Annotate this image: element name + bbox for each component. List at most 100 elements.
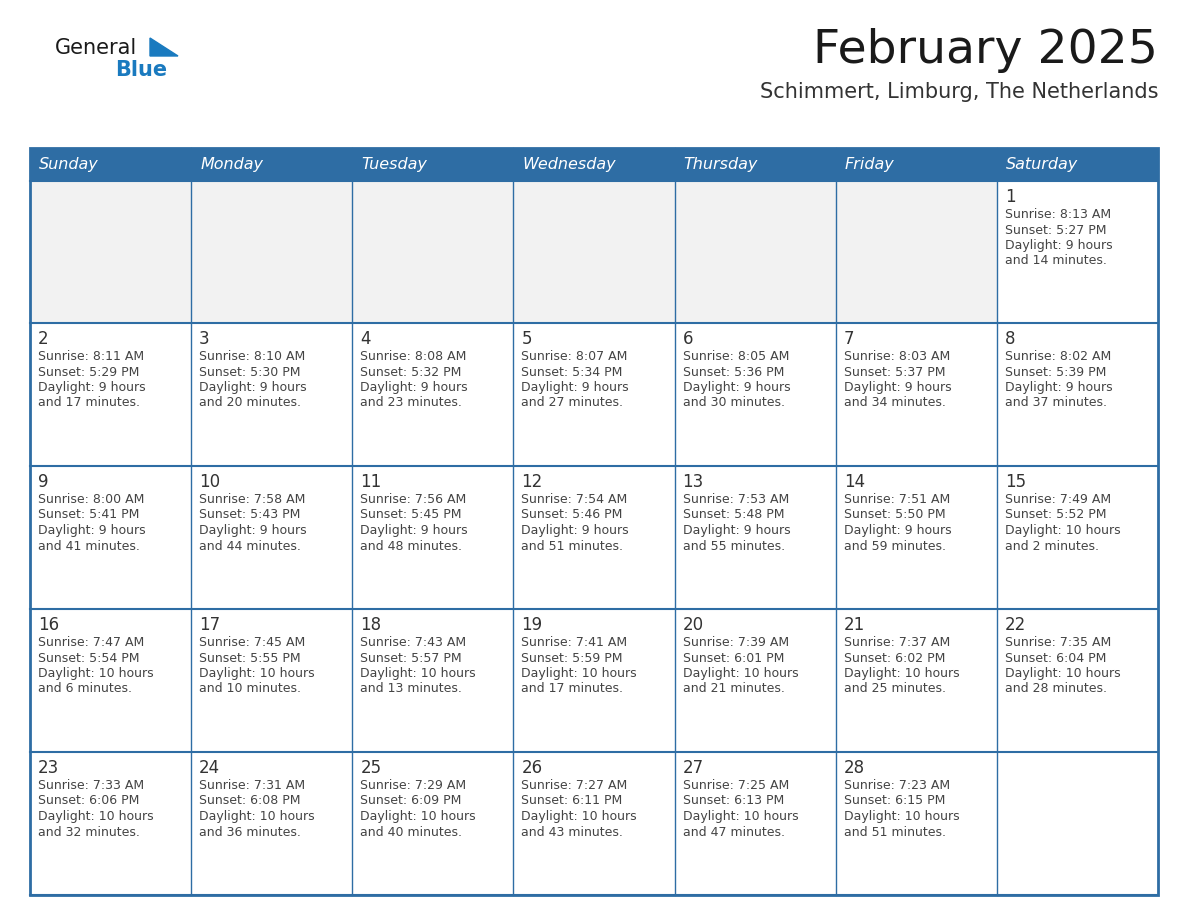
Bar (513, 323, 675, 466)
Text: Daylight: 10 hours: Daylight: 10 hours (683, 810, 798, 823)
Text: Sunset: 5:59 PM: Sunset: 5:59 PM (522, 652, 623, 665)
Text: Sunrise: 7:29 AM: Sunrise: 7:29 AM (360, 779, 467, 792)
Text: 13: 13 (683, 473, 703, 491)
Bar (30, 323, 191, 466)
Text: Daylight: 9 hours: Daylight: 9 hours (843, 524, 952, 537)
Text: and 10 minutes.: and 10 minutes. (200, 682, 301, 696)
Text: and 48 minutes.: and 48 minutes. (360, 540, 462, 553)
Bar (675, 181, 835, 323)
Text: 5: 5 (522, 330, 532, 348)
Bar (353, 181, 513, 323)
Text: 20: 20 (683, 616, 703, 634)
Bar (513, 752, 675, 895)
Bar (675, 466, 835, 609)
Text: Sunset: 5:34 PM: Sunset: 5:34 PM (522, 365, 623, 378)
Text: and 25 minutes.: and 25 minutes. (843, 682, 946, 696)
Text: and 40 minutes.: and 40 minutes. (360, 825, 462, 838)
Text: Sunset: 5:57 PM: Sunset: 5:57 PM (360, 652, 462, 665)
Text: Sunrise: 8:13 AM: Sunrise: 8:13 AM (1005, 208, 1111, 221)
Text: Sunrise: 8:03 AM: Sunrise: 8:03 AM (843, 350, 950, 363)
Text: and 6 minutes.: and 6 minutes. (38, 682, 132, 696)
Text: Daylight: 9 hours: Daylight: 9 hours (360, 524, 468, 537)
Bar (513, 181, 675, 323)
Text: 4: 4 (360, 330, 371, 348)
Text: 2: 2 (38, 330, 49, 348)
Text: and 43 minutes.: and 43 minutes. (522, 825, 624, 838)
Polygon shape (150, 38, 178, 56)
Text: and 23 minutes.: and 23 minutes. (360, 397, 462, 409)
Text: Sunset: 5:45 PM: Sunset: 5:45 PM (360, 509, 462, 521)
Text: 28: 28 (843, 759, 865, 777)
Bar (191, 323, 353, 466)
Text: 1: 1 (1005, 188, 1016, 206)
Text: Sunrise: 8:10 AM: Sunrise: 8:10 AM (200, 350, 305, 363)
Text: Sunday: Sunday (39, 157, 99, 172)
Bar (997, 181, 1158, 323)
Text: Daylight: 9 hours: Daylight: 9 hours (200, 381, 307, 394)
Text: Daylight: 10 hours: Daylight: 10 hours (38, 810, 153, 823)
Bar (191, 181, 353, 323)
Bar (353, 466, 513, 609)
Text: Daylight: 10 hours: Daylight: 10 hours (360, 667, 476, 680)
Text: Sunrise: 7:43 AM: Sunrise: 7:43 AM (360, 636, 467, 649)
Text: and 41 minutes.: and 41 minutes. (38, 540, 140, 553)
Text: and 32 minutes.: and 32 minutes. (38, 825, 140, 838)
Text: Sunset: 6:06 PM: Sunset: 6:06 PM (38, 794, 139, 808)
Text: Monday: Monday (200, 157, 264, 172)
Text: 7: 7 (843, 330, 854, 348)
Text: Sunrise: 7:31 AM: Sunrise: 7:31 AM (200, 779, 305, 792)
Text: Wednesday: Wednesday (523, 157, 617, 172)
Text: Sunrise: 8:07 AM: Sunrise: 8:07 AM (522, 350, 627, 363)
Text: and 55 minutes.: and 55 minutes. (683, 540, 785, 553)
Text: Sunset: 5:55 PM: Sunset: 5:55 PM (200, 652, 301, 665)
Text: 9: 9 (38, 473, 49, 491)
Text: February 2025: February 2025 (813, 28, 1158, 73)
Text: 16: 16 (38, 616, 59, 634)
Bar (835, 181, 997, 323)
Text: and 44 minutes.: and 44 minutes. (200, 540, 301, 553)
Text: Daylight: 10 hours: Daylight: 10 hours (843, 810, 960, 823)
Text: 22: 22 (1005, 616, 1026, 634)
Text: Daylight: 9 hours: Daylight: 9 hours (683, 381, 790, 394)
Text: Sunset: 6:02 PM: Sunset: 6:02 PM (843, 652, 946, 665)
Text: Friday: Friday (845, 157, 895, 172)
Text: Sunrise: 7:25 AM: Sunrise: 7:25 AM (683, 779, 789, 792)
Bar (513, 609, 675, 752)
Text: and 13 minutes.: and 13 minutes. (360, 682, 462, 696)
Text: and 59 minutes.: and 59 minutes. (843, 540, 946, 553)
Text: 10: 10 (200, 473, 220, 491)
Text: Daylight: 10 hours: Daylight: 10 hours (522, 810, 637, 823)
Text: Sunrise: 8:02 AM: Sunrise: 8:02 AM (1005, 350, 1111, 363)
Text: and 30 minutes.: and 30 minutes. (683, 397, 784, 409)
Text: 21: 21 (843, 616, 865, 634)
Bar (30, 148, 1158, 895)
Text: Daylight: 9 hours: Daylight: 9 hours (683, 524, 790, 537)
Text: Sunset: 5:41 PM: Sunset: 5:41 PM (38, 509, 139, 521)
Text: and 17 minutes.: and 17 minutes. (522, 682, 624, 696)
Bar (835, 148, 997, 181)
Text: Daylight: 10 hours: Daylight: 10 hours (683, 667, 798, 680)
Text: and 36 minutes.: and 36 minutes. (200, 825, 301, 838)
Bar (835, 609, 997, 752)
Text: 6: 6 (683, 330, 693, 348)
Text: 15: 15 (1005, 473, 1026, 491)
Text: Sunrise: 7:51 AM: Sunrise: 7:51 AM (843, 493, 950, 506)
Bar (30, 466, 191, 609)
Text: Sunset: 5:52 PM: Sunset: 5:52 PM (1005, 509, 1106, 521)
Text: Sunrise: 8:00 AM: Sunrise: 8:00 AM (38, 493, 145, 506)
Text: Daylight: 9 hours: Daylight: 9 hours (522, 524, 630, 537)
Text: and 20 minutes.: and 20 minutes. (200, 397, 301, 409)
Text: Daylight: 10 hours: Daylight: 10 hours (522, 667, 637, 680)
Text: Sunset: 5:43 PM: Sunset: 5:43 PM (200, 509, 301, 521)
Text: Sunset: 5:29 PM: Sunset: 5:29 PM (38, 365, 139, 378)
Text: Daylight: 9 hours: Daylight: 9 hours (843, 381, 952, 394)
Text: Sunset: 5:27 PM: Sunset: 5:27 PM (1005, 223, 1106, 237)
Text: and 37 minutes.: and 37 minutes. (1005, 397, 1107, 409)
Text: Sunrise: 8:05 AM: Sunrise: 8:05 AM (683, 350, 789, 363)
Bar (675, 323, 835, 466)
Text: Sunset: 5:36 PM: Sunset: 5:36 PM (683, 365, 784, 378)
Bar (30, 148, 191, 181)
Text: Sunrise: 7:58 AM: Sunrise: 7:58 AM (200, 493, 305, 506)
Text: 17: 17 (200, 616, 220, 634)
Text: Sunrise: 7:41 AM: Sunrise: 7:41 AM (522, 636, 627, 649)
